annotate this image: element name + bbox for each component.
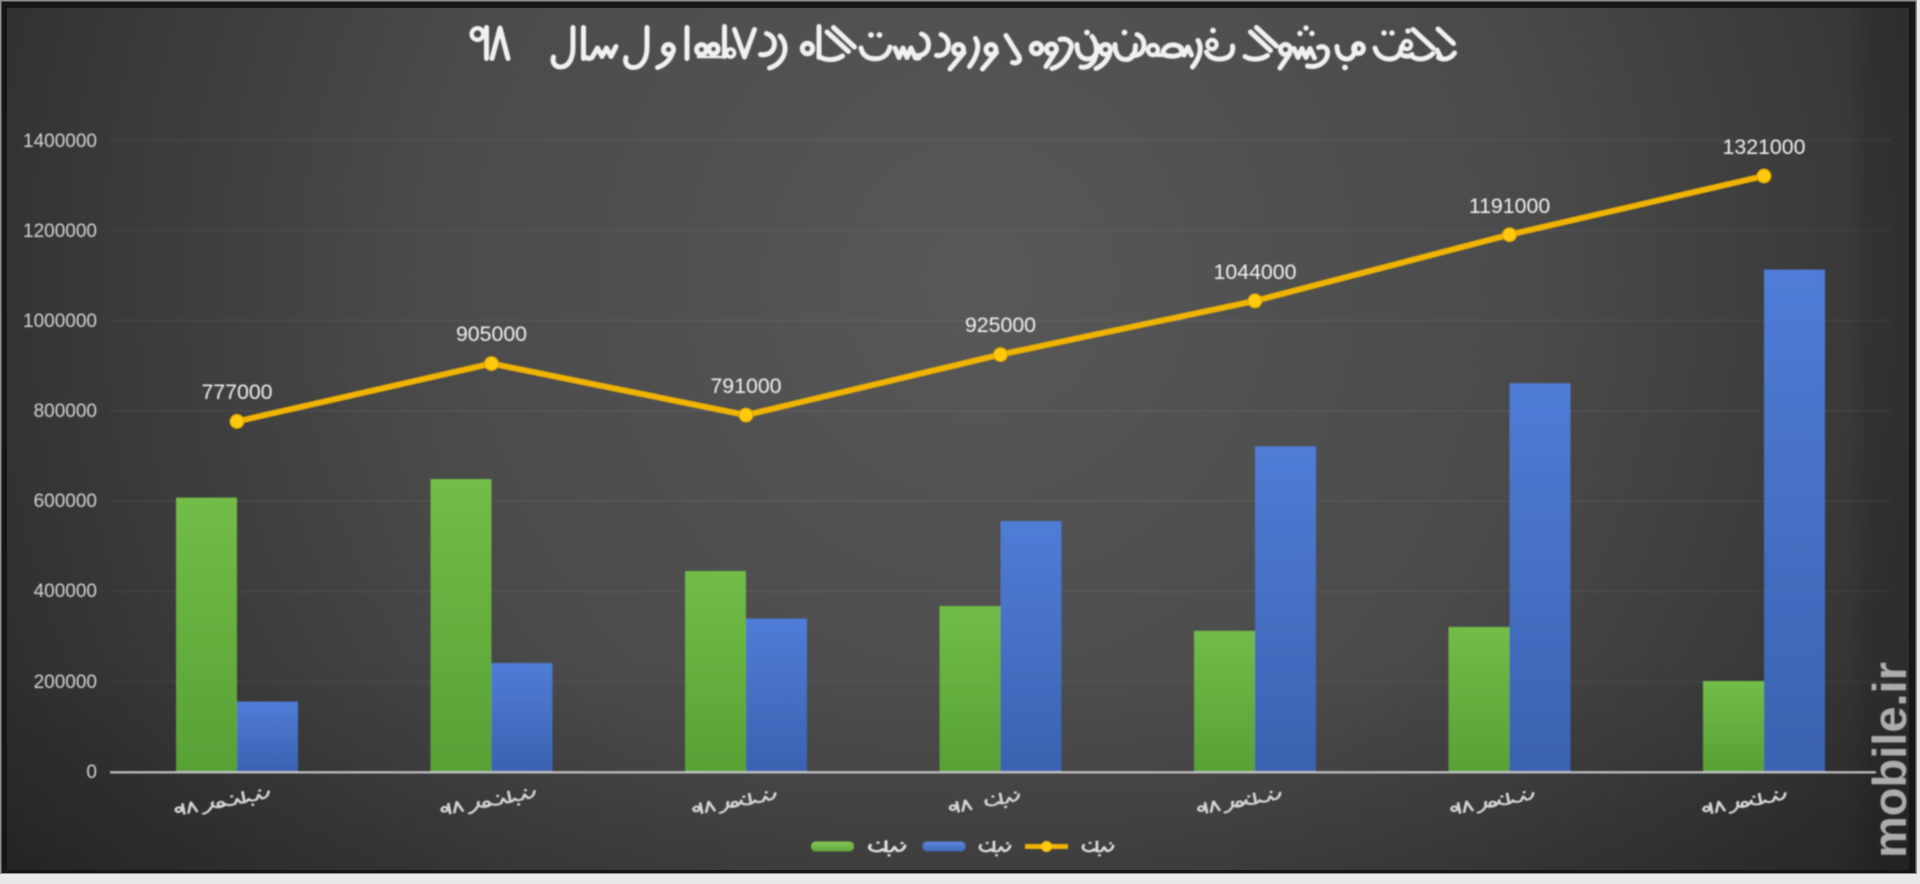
svg-text:777000: 777000 — [201, 380, 272, 404]
svg-text:1400000: 1400000 — [23, 131, 97, 152]
svg-text:1321000: 1321000 — [1723, 135, 1806, 159]
svg-text:mobile.ir: mobile.ir — [1863, 662, 1916, 858]
svg-text:800000: 800000 — [34, 401, 97, 422]
svg-text:0: 0 — [86, 762, 97, 783]
svg-text:1191000: 1191000 — [1469, 194, 1550, 218]
svg-text:400000: 400000 — [34, 581, 97, 602]
svg-text:600000: 600000 — [34, 491, 97, 512]
svg-text:905000: 905000 — [456, 322, 527, 346]
svg-text:1044000: 1044000 — [1214, 260, 1297, 284]
svg-text:1000000: 1000000 — [23, 311, 97, 332]
svg-text:925000: 925000 — [965, 313, 1036, 337]
svg-text:1200000: 1200000 — [23, 221, 97, 242]
svg-text:200000: 200000 — [34, 672, 97, 693]
svg-text:791000: 791000 — [710, 374, 781, 398]
